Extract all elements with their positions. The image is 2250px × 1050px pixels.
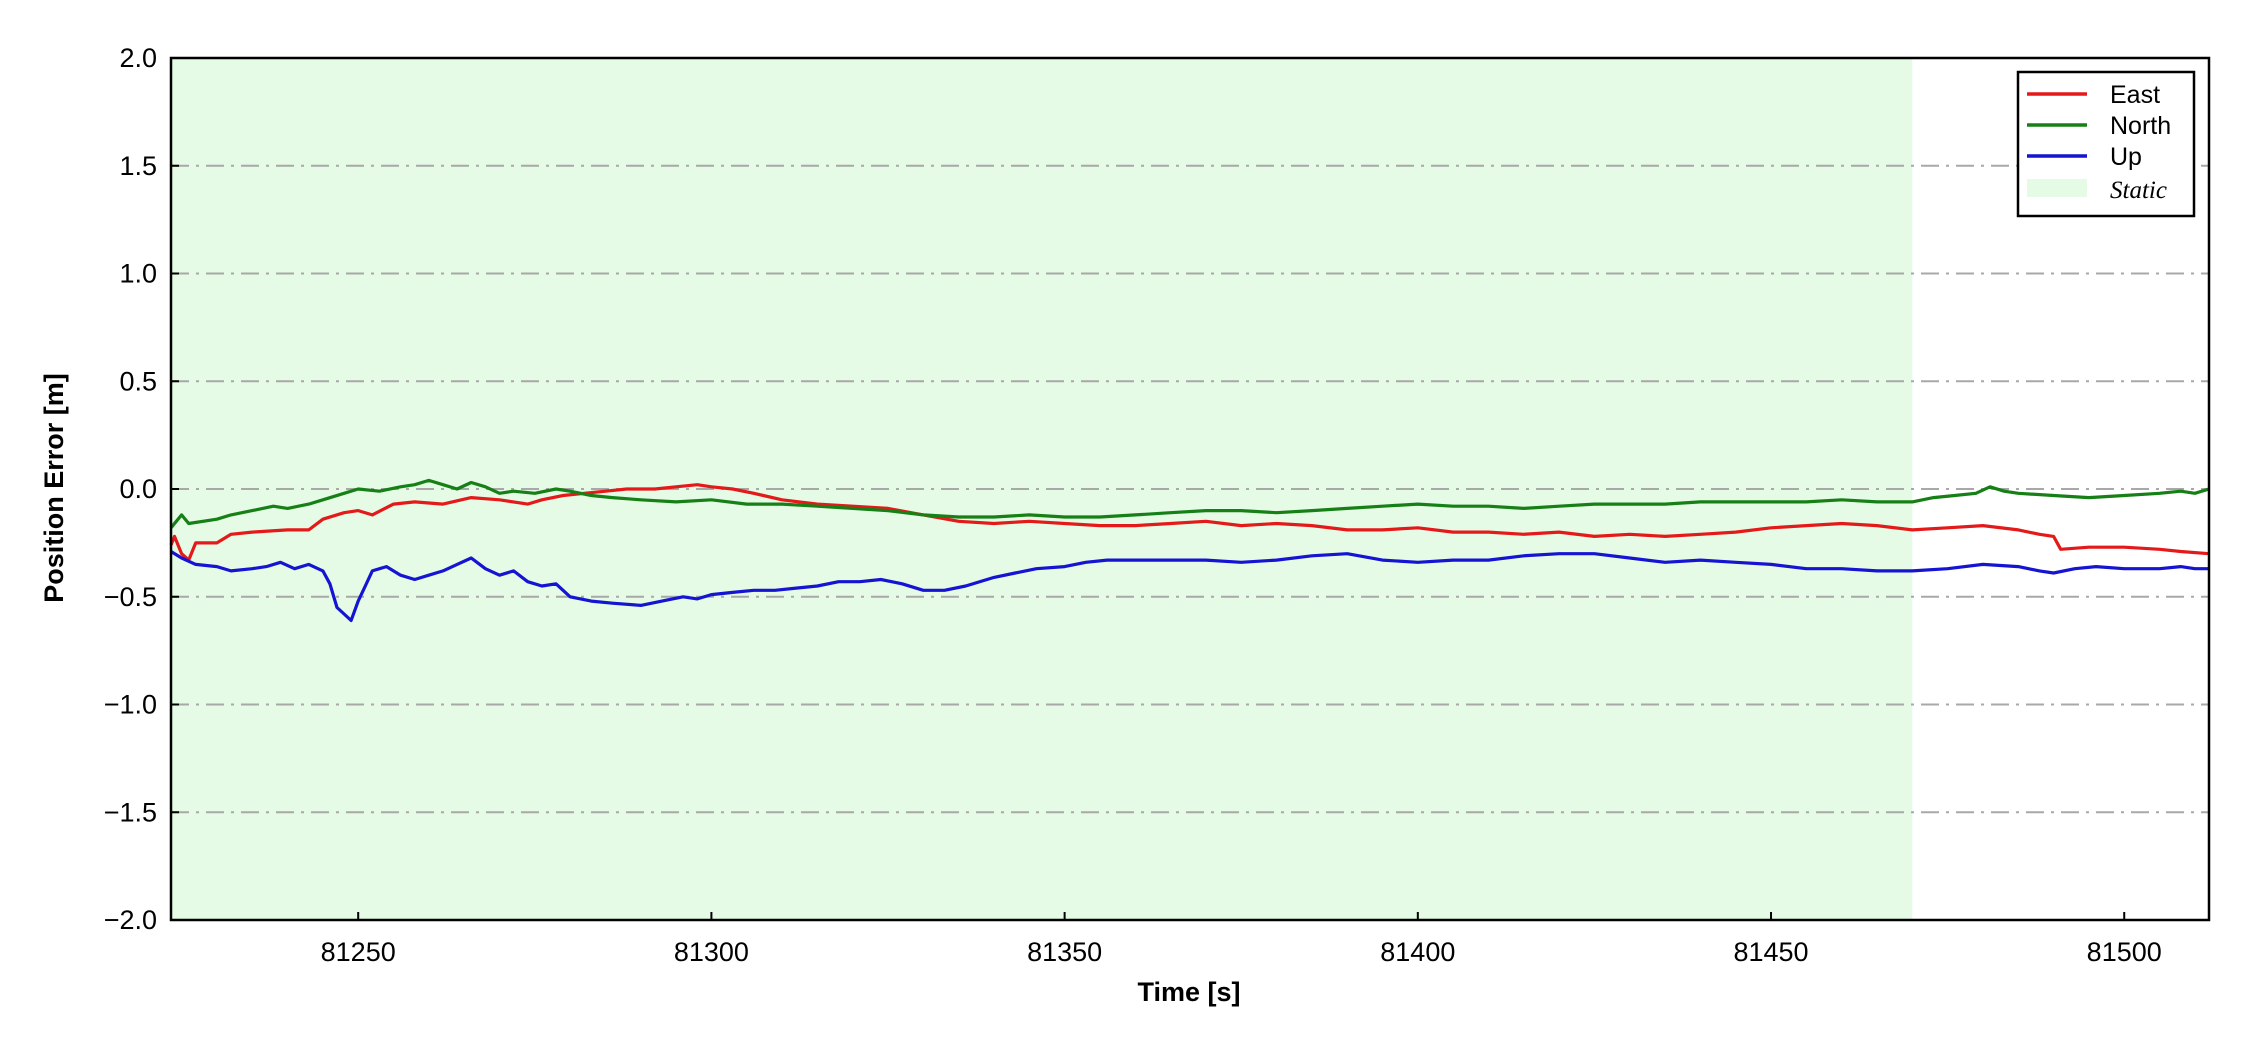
legend-label-static: Static — [2110, 177, 2167, 204]
x-tick-label: 81400 — [1380, 937, 1455, 967]
legend: East North Up Static — [2016, 70, 2196, 218]
legend-item-east: East — [2027, 81, 2160, 109]
y-tick-label: 2.0 — [119, 43, 157, 73]
series-line-east — [169, 483, 2210, 562]
y-tick-label: −0.5 — [104, 582, 157, 612]
y-axis-title: Position Error [m] — [39, 373, 69, 603]
x-tick-label: 81500 — [2087, 937, 2162, 967]
series-line-north — [169, 478, 2210, 529]
legend-item-north: North — [2027, 112, 2171, 140]
x-tick-label: 81450 — [1733, 937, 1808, 967]
legend-label-east: East — [2110, 81, 2160, 109]
plot-area: 2.0 1.5 1.0 0.5 0.0 −0.5 −1.0 −1.5 −2.0 81250 8130… — [104, 43, 2211, 967]
y-tick-label: 1.0 — [119, 259, 157, 289]
series-line-up — [170, 550, 2209, 623]
legend-swatch-static — [2027, 179, 2087, 197]
legend-label-north: North — [2110, 112, 2171, 140]
x-tick-label: 81250 — [321, 937, 396, 967]
x-tick-label: 81350 — [1027, 937, 1102, 967]
legend-label-up: Up — [2110, 143, 2142, 171]
y-tick-label: −1.0 — [104, 690, 157, 720]
x-tick-label: 81300 — [674, 937, 749, 967]
legend-item-up: Up — [2027, 143, 2142, 171]
y-tick-label: −2.0 — [104, 905, 157, 935]
y-tick-label: −1.5 — [104, 797, 157, 827]
x-axis-title: Time [s] — [1137, 977, 1240, 1007]
y-tick-label: 0.0 — [119, 474, 157, 504]
legend-item-static: Static — [2027, 177, 2167, 204]
y-tick-label: 0.5 — [119, 366, 157, 396]
y-tick-label: 1.5 — [119, 151, 157, 181]
